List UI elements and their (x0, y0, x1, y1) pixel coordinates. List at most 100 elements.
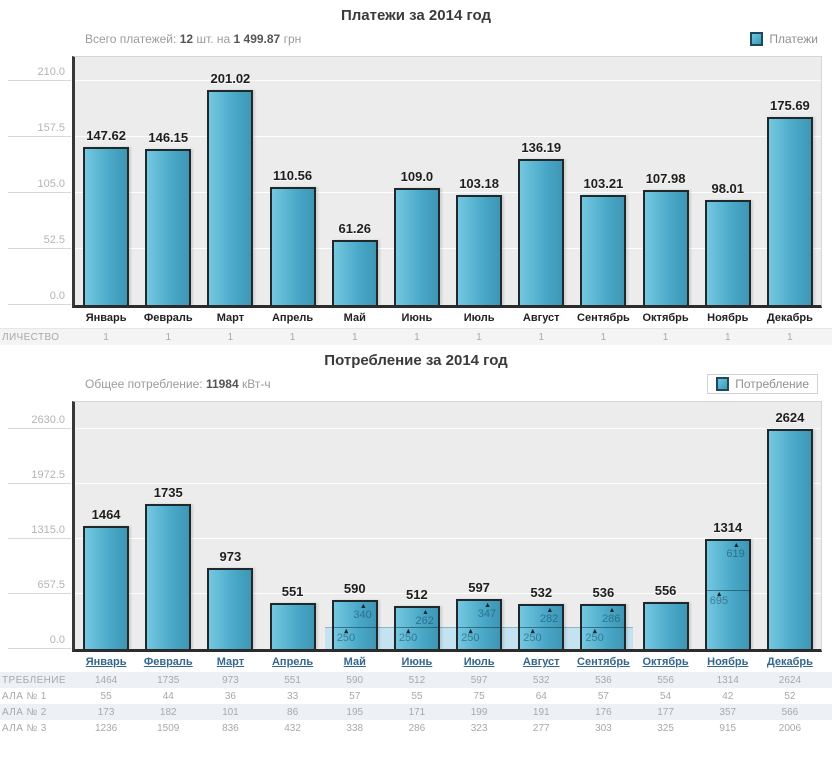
month-link[interactable]: Апрель (271, 656, 314, 668)
table-row-label: АЛА № 1 (2, 691, 47, 702)
bar-value-label: 109.0 (400, 169, 434, 185)
bar-value-label: 597 (468, 580, 490, 596)
bar-value-label: 556 (654, 583, 677, 599)
table-row-label: АЛА № 2 (2, 707, 47, 718)
table-cell: 101 (222, 707, 239, 718)
chart-bar[interactable] (145, 503, 192, 649)
table-cell: 590 (346, 675, 364, 686)
table-cell: 199 (470, 707, 488, 718)
table-cell: 1 (165, 332, 172, 343)
chart-bar[interactable] (269, 186, 316, 305)
table-cell: 44 (162, 691, 174, 702)
month-label: Август (522, 312, 560, 324)
chart-bar[interactable] (518, 159, 565, 305)
bar-split-line (333, 627, 376, 629)
bar-value-label: 536 (592, 585, 615, 601)
chart-bar[interactable] (704, 200, 751, 305)
month-link[interactable]: Сентябрь (577, 656, 630, 668)
y-tick-line (8, 247, 71, 249)
chart-bar[interactable]: ▲ 250 ▲ 347 (456, 599, 503, 649)
month-link[interactable]: Март (216, 656, 245, 668)
month-link[interactable]: Май (343, 656, 366, 668)
table-cell: 973 (222, 675, 239, 686)
chart-bar[interactable]: ▲ 250 ▲ 282 (518, 604, 565, 649)
marker-split-value: 250 (336, 632, 356, 645)
gridline (75, 427, 821, 429)
month-link[interactable]: Октябрь (642, 656, 689, 668)
table-row: ЛИЧЕСТВО 1 1 1 1 1 1 1 1 1 1 1 1 (0, 328, 832, 345)
table-cell: 173 (97, 707, 115, 718)
summary-label: Всего платежей: (85, 32, 177, 46)
marker-arrow-icon: ▲ (608, 607, 616, 615)
bar-value-label: 551 (281, 583, 304, 599)
chart-bar[interactable] (766, 429, 813, 649)
chart-bar[interactable]: ▲ 250 ▲ 340 (331, 599, 378, 649)
legend-color-swatch (716, 377, 730, 391)
table-cell: 86 (287, 707, 299, 718)
plot-area: 0.0 657.5 1315.0 1972.5 2630.0 1464 1735 973 551… (8, 401, 822, 652)
chart-bar[interactable] (207, 567, 254, 649)
marker-arrow-icon: ▲ (359, 602, 367, 610)
marker-split-value: 250 (585, 632, 604, 645)
gridline (75, 79, 821, 81)
chart-bar[interactable] (269, 602, 316, 649)
table-cell: 556 (657, 675, 674, 686)
table-row: АЛА № 1 55 44 36 33 57 55 75 64 57 54 42 52 (0, 688, 832, 704)
y-tick-line (8, 648, 71, 649)
chart-bar[interactable] (456, 194, 503, 305)
chart-bar[interactable] (207, 90, 254, 305)
y-tick-line (8, 304, 71, 305)
table-cell: 1735 (157, 675, 180, 686)
bar-value-label: 136.19 (521, 140, 562, 156)
chart-bar[interactable] (580, 194, 627, 305)
month-link[interactable]: Январь (85, 656, 127, 668)
table-cell: 566 (781, 707, 799, 718)
table-cell: 1 (103, 332, 109, 343)
chart-bar[interactable] (83, 147, 130, 305)
table-cell: 1 (351, 332, 358, 343)
bar-split-line (395, 627, 438, 629)
month-link[interactable]: Февраль (143, 656, 193, 668)
chart-bar[interactable] (145, 148, 192, 305)
legend[interactable]: Платежи (750, 32, 818, 46)
chart-bar[interactable] (642, 189, 689, 305)
summary-infix: шт. на (196, 32, 231, 46)
month-link[interactable]: Июль (463, 656, 495, 668)
bar-value-label: 512 (406, 587, 428, 603)
y-tick-line (8, 135, 71, 137)
chart-bar[interactable] (766, 117, 813, 305)
table-cell: 512 (408, 675, 426, 686)
table-cell: 33 (287, 691, 299, 702)
table-cell: 57 (597, 691, 609, 702)
chart-bar[interactable]: ▲ 250 ▲ 262 (393, 606, 440, 649)
marker-above-value: 347 (477, 608, 497, 621)
month-link[interactable]: Август (522, 656, 560, 668)
gridline (75, 537, 821, 539)
chart-bar[interactable] (642, 602, 689, 649)
chart-bar[interactable]: ▲ 250 ▲ 286 (580, 604, 627, 649)
chart-bar[interactable] (393, 188, 440, 305)
chart-title: Платежи за 2014 год (340, 7, 491, 24)
table-cell: 1 (787, 332, 793, 343)
month-label: Апрель (271, 312, 314, 324)
month-label: Декабрь (766, 312, 813, 324)
table-cell: 1 (476, 332, 482, 343)
bar-value-label: 1314 (713, 519, 743, 535)
table-cell: 1 (662, 332, 669, 343)
consumption-chart: Потребление за 2014 год Общее потреблени… (0, 352, 832, 736)
chart-bar[interactable] (331, 239, 378, 305)
month-link[interactable]: Декабрь (766, 656, 813, 668)
bar-split-line (706, 589, 749, 591)
table-cell: 57 (349, 691, 361, 702)
chart-bar[interactable]: ▲ 695 ▲ 619 (704, 538, 751, 649)
marker-split-value: 250 (398, 632, 418, 645)
table-cell: 286 (408, 723, 426, 734)
y-tick-line (8, 427, 71, 429)
legend[interactable]: Потребление (707, 374, 818, 394)
chart-bar[interactable] (83, 526, 130, 649)
month-link[interactable]: Июнь (401, 656, 433, 668)
month-label: Март (216, 312, 245, 324)
month-link[interactable]: Ноябрь (707, 656, 749, 668)
bar-split-line (458, 627, 501, 629)
marker-arrow-icon: ▲ (484, 602, 492, 610)
